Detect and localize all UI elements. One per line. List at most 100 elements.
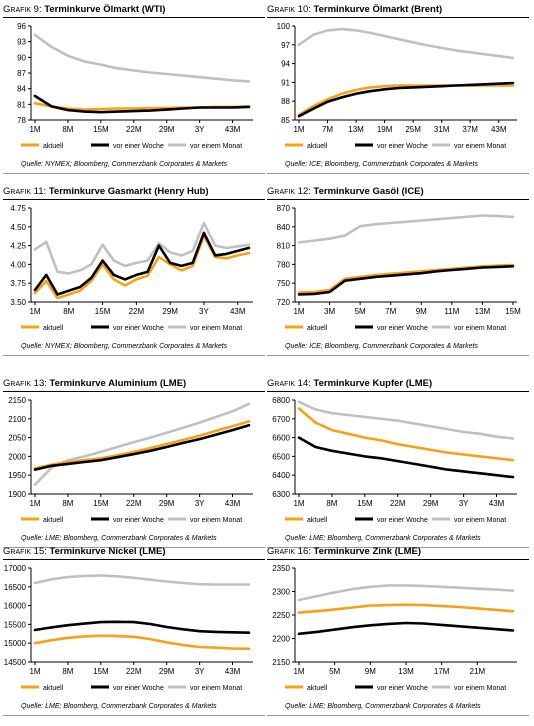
source-note: Quelle: ICE; Bloomberg, Commerzbank Corp… xyxy=(285,161,478,168)
chart-panel: Grafik 10: Terminkurve Ölmarkt (Brent) 10… xyxy=(267,4,529,184)
chart-number: 9: xyxy=(33,4,42,15)
x-tick-label: 3Y xyxy=(195,499,205,508)
source-note: Quelle: LME; Bloomberg, Commerzbank Corp… xyxy=(285,703,481,710)
chart-title-prefix: Grafik xyxy=(267,546,296,557)
chart-number: 16: xyxy=(297,546,311,557)
x-tick-label: 29M xyxy=(159,499,175,508)
y-tick-label: 6500 xyxy=(272,452,290,461)
title-rule xyxy=(267,199,529,200)
chart-title-text: Terminkurve Ölmarkt (Brent) xyxy=(313,4,443,15)
x-tick-label: 22M xyxy=(126,667,142,676)
chart-number: 14: xyxy=(297,378,311,389)
chart-title-text: Terminkurve Gasöl (ICE) xyxy=(313,186,424,197)
y-tick-label: 840 xyxy=(277,223,291,232)
x-tick-label: 1M xyxy=(29,499,40,508)
x-tick-label: 1M xyxy=(293,125,304,134)
x-tick-label: 8M xyxy=(62,499,73,508)
chart-title: Grafik 16: Terminkurve Zink (LME) xyxy=(267,546,421,557)
chart-title-text: Terminkurve Zink (LME) xyxy=(313,546,422,557)
y-tick-label: 4.00 xyxy=(10,260,26,269)
chart-title-prefix: Grafik xyxy=(267,4,296,15)
y-tick-label: 2200 xyxy=(272,635,290,644)
source-note: Quelle: LME; Bloomberg, Commerzbank Corp… xyxy=(21,703,217,710)
y-tick-label: 15000 xyxy=(4,639,27,648)
y-tick-label: 85 xyxy=(281,116,290,125)
chart-title: Grafik 11: Terminkurve Gasmarkt (Henry H… xyxy=(3,186,209,197)
chart-title-prefix: Grafik xyxy=(267,186,296,197)
y-tick-label: 4.25 xyxy=(10,242,26,251)
y-tick-label: 14500 xyxy=(4,658,27,667)
title-rule xyxy=(267,17,529,18)
series-line-vor-einem-monat xyxy=(297,214,515,244)
x-tick-label: 8M xyxy=(62,667,73,676)
x-tick-label: 3Y xyxy=(195,667,205,676)
y-tick-label: 6700 xyxy=(272,415,290,424)
x-tick-label: 1M xyxy=(29,125,40,134)
y-tick-label: 94 xyxy=(281,60,290,69)
bottom-rule xyxy=(3,355,265,356)
chart-panel: Grafik 12: Terminkurve Gasöl (ICE) 870 840… xyxy=(267,186,529,366)
legend-label: aktuell xyxy=(43,325,64,332)
legend-label: aktuell xyxy=(307,685,328,692)
y-tick-label: 3.75 xyxy=(10,279,26,288)
chart-title: Grafik 10: Terminkurve Ölmarkt (Brent) xyxy=(267,4,442,15)
chart-title: Grafik 13: Terminkurve Aluminium (LME) xyxy=(3,378,186,389)
chart-title-prefix: Grafik xyxy=(3,378,32,389)
title-rule xyxy=(3,391,265,392)
y-tick-label: 2150 xyxy=(8,396,26,405)
legend-label: vor einem Monat xyxy=(190,325,242,332)
y-tick-label: 81 xyxy=(17,100,26,109)
chart-title: Grafik 14: Terminkurve Kupfer (LME) xyxy=(267,378,432,389)
x-tick-label: 29M xyxy=(159,667,175,676)
series-line-vor-einer-woche xyxy=(33,94,251,114)
x-tick-label: 15M xyxy=(93,499,109,508)
series-line-vor-einer-woche xyxy=(297,436,515,479)
x-tick-label: 25M xyxy=(405,125,421,134)
chart-panel: Grafik 11: Terminkurve Gasmarkt (Henry H… xyxy=(3,186,265,366)
chart-title: Grafik 12: Terminkurve Gasöl (ICE) xyxy=(267,186,424,197)
x-tick-label: 43M xyxy=(225,667,241,676)
legend-label: aktuell xyxy=(43,517,64,524)
x-tick-label: 7M xyxy=(322,125,333,134)
x-tick-label: 22M xyxy=(129,307,145,316)
y-tick-label: 15500 xyxy=(4,620,27,629)
x-tick-label: 19M xyxy=(377,125,393,134)
y-tick-label: 78 xyxy=(17,116,26,125)
x-tick-label: 43M xyxy=(491,125,507,134)
bottom-rule xyxy=(3,173,265,174)
legend-label: vor einer Woche xyxy=(377,517,428,524)
legend-label: vor einem Monat xyxy=(190,517,242,524)
y-tick-label: 6800 xyxy=(272,396,290,405)
x-tick-label: 1M xyxy=(293,307,304,316)
y-tick-label: 2100 xyxy=(8,415,26,424)
x-tick-label: 15M xyxy=(95,307,111,316)
chart-panel: Grafik 9: Terminkurve Ölmarkt (WTI) 96 93 9… xyxy=(3,4,265,184)
y-tick-label: 84 xyxy=(17,85,26,94)
y-tick-label: 97 xyxy=(281,41,290,50)
chart-title-prefix: Grafik xyxy=(267,378,296,389)
chart-panel: Grafik 16: Terminkurve Zink (LME) 2350 230… xyxy=(267,546,529,726)
title-rule xyxy=(3,559,265,560)
x-tick-label: 13M xyxy=(475,307,491,316)
x-tick-label: 5M xyxy=(355,307,366,316)
legend-label: vor einer Woche xyxy=(377,325,428,332)
y-tick-label: 87 xyxy=(17,69,26,78)
x-tick-label: 15M xyxy=(93,667,109,676)
series-line-vor-einem-monat xyxy=(297,400,515,440)
series-line-vor-einem-monat xyxy=(33,221,251,275)
legend-label: vor einem Monat xyxy=(454,517,506,524)
y-tick-label: 1900 xyxy=(8,490,26,499)
legend-label: vor einer Woche xyxy=(377,143,428,150)
chart-title: Grafik 9: Terminkurve Ölmarkt (WTI) xyxy=(3,4,165,15)
y-tick-label: 91 xyxy=(281,78,290,87)
legend-label: aktuell xyxy=(43,143,64,150)
bottom-rule xyxy=(267,355,529,356)
chart-title-prefix: Grafik xyxy=(3,186,32,197)
y-tick-label: 2050 xyxy=(8,434,26,443)
bottom-rule xyxy=(267,173,529,174)
y-tick-label: 810 xyxy=(277,242,291,251)
